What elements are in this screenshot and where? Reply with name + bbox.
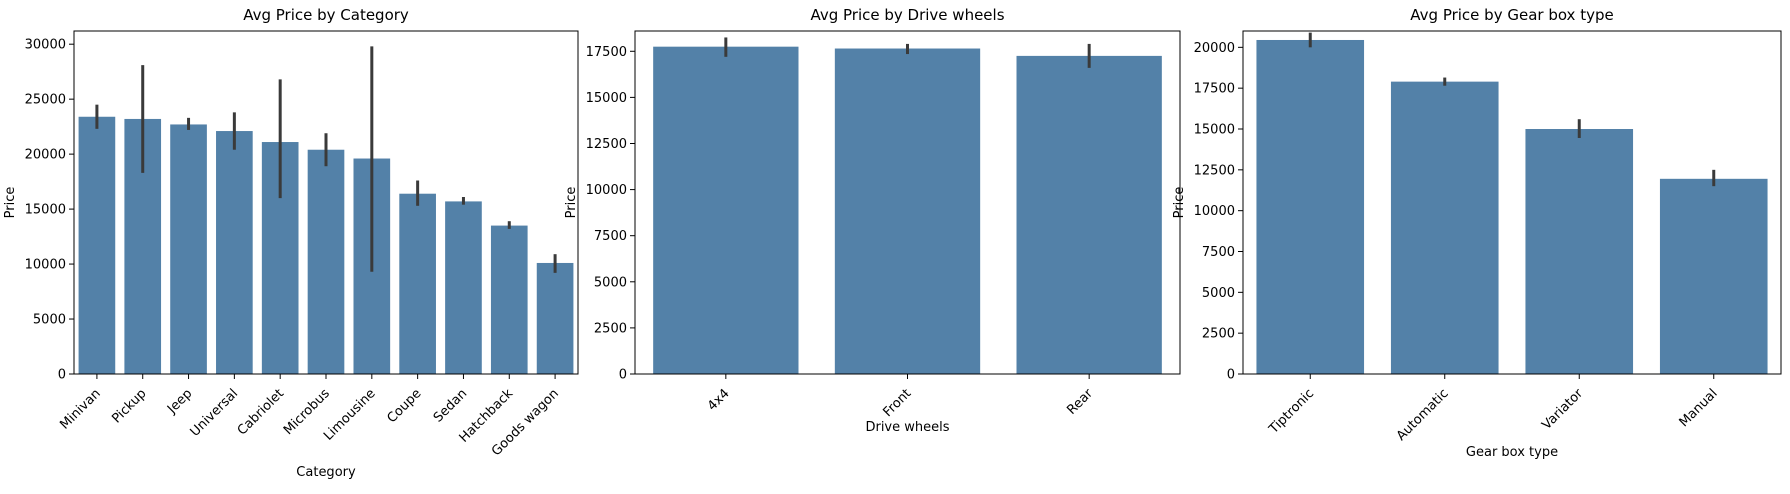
y-tick-label: 0 — [619, 368, 627, 383]
bar — [1390, 81, 1499, 374]
chart-panel-2: 0 2500 5000 7500 10000 12500 15000 17500 4x4 Fron… — [564, 6, 1181, 435]
x-tick-label: 4x4 — [705, 386, 733, 414]
y-tick-label: 5000 — [1202, 286, 1235, 301]
bar — [307, 149, 345, 374]
axes-frame — [1242, 30, 1782, 375]
y-tick-label: 0 — [58, 368, 66, 383]
y-tick-label: 2500 — [594, 321, 627, 336]
x-tick-label: Pickup — [109, 386, 149, 426]
y-tick-label: 7500 — [594, 229, 627, 244]
chart-title: Avg Price by Drive wheels — [810, 6, 1004, 24]
y-tick-label: 12500 — [586, 137, 627, 152]
y-tick-label: 25000 — [25, 93, 66, 108]
y-tick-label: 17500 — [1194, 82, 1235, 97]
chart-panel-1: 0 5000 10000 15000 20000 25000 30000 Minivan Pic… — [3, 6, 579, 480]
bar — [78, 116, 116, 374]
x-axis-label: Gear box type — [1466, 445, 1558, 460]
y-tick-label: 10000 — [25, 258, 66, 273]
bar — [834, 48, 981, 374]
y-tick-label: 20000 — [1194, 41, 1235, 56]
chart-panel-3: 0 2500 5000 7500 10000 12500 15000 17500 20000 Ti… — [1172, 6, 1782, 460]
y-tick-label: 5000 — [33, 313, 66, 328]
bar — [490, 225, 528, 374]
y-tick-label: 7500 — [1202, 245, 1235, 260]
y-tick-label: 2500 — [1202, 327, 1235, 342]
x-tick-label: Front — [880, 386, 914, 420]
bar — [216, 131, 253, 374]
chart-title: Avg Price by Gear box type — [1410, 6, 1613, 24]
x-axis-label: Drive wheels — [865, 420, 949, 435]
y-tick-label: 5000 — [594, 275, 627, 290]
y-tick-label: 10000 — [1194, 204, 1235, 219]
y-axis-label: Price — [3, 187, 18, 219]
y-tick-label: 15000 — [1194, 123, 1235, 138]
bar — [445, 201, 482, 374]
bar — [170, 124, 207, 374]
x-tick-label: Manual — [1677, 386, 1721, 430]
y-tick-label: 20000 — [25, 148, 66, 163]
y-tick-label: 0 — [1227, 368, 1235, 383]
y-axis-label: Price — [1172, 187, 1187, 219]
y-tick-label: 15000 — [586, 91, 627, 106]
bar — [1256, 39, 1365, 374]
x-tick-label: Sedan — [431, 386, 470, 425]
x-tick-label: Coupe — [384, 386, 424, 426]
x-tick-label: Jeep — [164, 386, 195, 417]
bar — [399, 193, 436, 374]
bar — [1525, 129, 1634, 374]
bar — [653, 46, 799, 374]
bar — [536, 262, 574, 374]
y-tick-label: 12500 — [1194, 163, 1235, 178]
y-tick-label: 30000 — [25, 38, 66, 53]
y-axis-label: Price — [564, 187, 579, 219]
bar — [1659, 178, 1768, 374]
x-tick-label: Universal — [188, 386, 242, 440]
x-tick-label: Minivan — [57, 386, 103, 432]
bar — [1016, 55, 1162, 374]
x-tick-label: Variator — [1539, 386, 1586, 433]
x-tick-label: Tiptronic — [1266, 386, 1317, 437]
chart-title: Avg Price by Category — [243, 6, 409, 24]
x-axis-label: Category — [296, 465, 356, 480]
x-tick-label: Rear — [1064, 386, 1096, 418]
y-tick-label: 10000 — [586, 183, 627, 198]
y-tick-label: 15000 — [25, 203, 66, 218]
x-tick-label: Automatic — [1394, 386, 1452, 444]
x-tick-label: Cabriolet — [235, 386, 287, 438]
y-tick-label: 17500 — [586, 45, 627, 60]
